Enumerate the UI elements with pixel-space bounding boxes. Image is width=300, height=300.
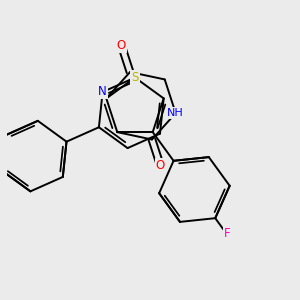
Text: O: O [156,159,165,172]
Text: O: O [117,39,126,52]
Text: N: N [98,85,107,98]
Text: F: F [224,227,230,241]
Text: S: S [131,71,139,84]
Text: NH: NH [167,108,184,118]
